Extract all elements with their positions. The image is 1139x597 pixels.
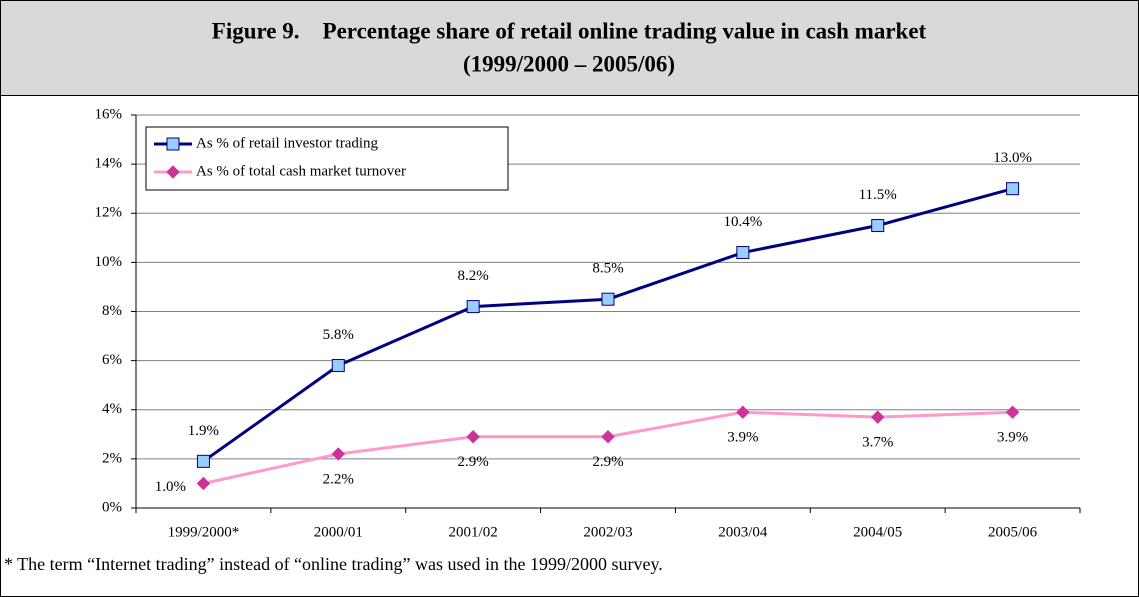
data-label: 5.8% — [323, 327, 354, 343]
marker — [331, 359, 345, 373]
y-tick-label: 4% — [102, 401, 122, 417]
x-tick-label: 2003/04 — [718, 524, 768, 540]
x-tick-label: 2005/06 — [988, 524, 1038, 540]
x-tick-label: 2001/02 — [449, 524, 498, 540]
data-label: 2.2% — [323, 471, 354, 487]
data-label: 1.0% — [155, 479, 186, 495]
chart-title: Figure 9. Percentage share of retail onl… — [212, 18, 927, 43]
footnote: * The term “Internet trading” instead of… — [4, 554, 663, 574]
x-tick-label: 2000/01 — [314, 524, 363, 540]
data-label: 10.4% — [723, 214, 762, 230]
legend-label: As % of total cash market turnover — [196, 163, 406, 179]
data-label: 3.9% — [727, 430, 758, 446]
marker — [1006, 182, 1020, 196]
x-tick-label: 2004/05 — [853, 524, 902, 540]
data-label: 2.9% — [592, 454, 623, 470]
chart-title: (1999/2000 – 2005/06) — [463, 51, 675, 76]
y-tick-label: 0% — [102, 499, 122, 515]
data-label: 3.7% — [862, 435, 893, 451]
marker — [166, 165, 180, 179]
y-tick-label: 6% — [102, 352, 122, 368]
legend-label: As % of retail investor trading — [196, 135, 379, 151]
legend-box — [145, 126, 509, 191]
x-tick-label: 2002/03 — [583, 524, 632, 540]
data-label: 1.9% — [188, 423, 219, 439]
y-tick-label: 16% — [95, 106, 123, 122]
marker — [331, 447, 345, 461]
x-tick-label: 1999/2000* — [168, 524, 240, 540]
marker — [736, 405, 750, 419]
marker — [601, 430, 615, 444]
y-tick-label: 12% — [95, 205, 123, 221]
marker — [1005, 405, 1020, 419]
y-tick-label: 14% — [95, 156, 123, 172]
data-label: 11.5% — [859, 187, 897, 203]
data-label: 3.9% — [997, 430, 1028, 446]
y-tick-label: 8% — [102, 303, 122, 319]
data-label: 8.5% — [592, 261, 623, 277]
marker — [601, 292, 615, 306]
y-tick-label: 10% — [95, 254, 123, 270]
marker — [196, 476, 211, 491]
title-bar — [0, 0, 1139, 96]
y-tick-label: 2% — [102, 450, 122, 466]
marker — [466, 430, 480, 444]
data-label: 13.0% — [993, 150, 1032, 166]
marker — [166, 137, 180, 151]
marker — [871, 219, 885, 233]
marker — [871, 410, 885, 424]
marker — [196, 454, 210, 468]
marker — [466, 300, 480, 314]
data-label: 2.9% — [458, 454, 489, 470]
data-label: 8.2% — [458, 268, 489, 284]
marker — [736, 246, 750, 260]
